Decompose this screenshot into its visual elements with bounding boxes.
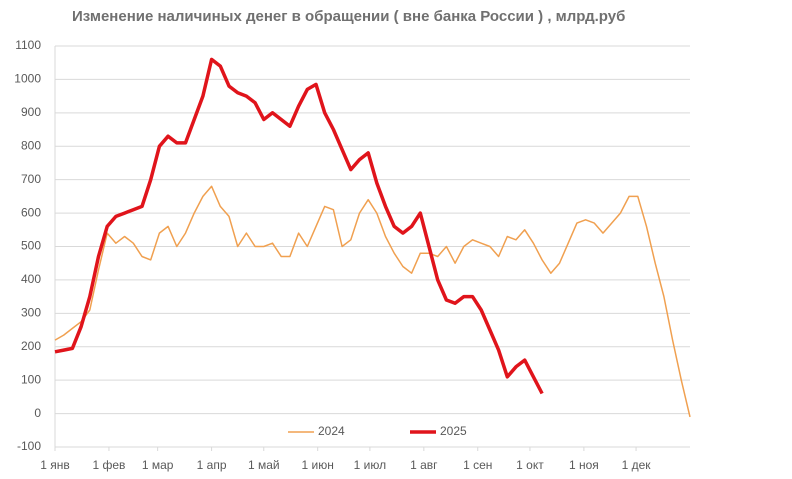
- chart-title: Изменение наличиных денег в обращении ( …: [72, 8, 625, 25]
- y-tick-label: 700: [21, 172, 41, 186]
- legend-label: 2024: [318, 424, 345, 438]
- y-tick-label: 600: [21, 205, 41, 219]
- x-tick-label: 1 сен: [463, 458, 492, 472]
- y-tick-label: -100: [17, 439, 41, 453]
- x-tick-label: 1 мар: [142, 458, 174, 472]
- legend-label: 2025: [440, 424, 467, 438]
- x-tick-label: 1 июл: [354, 458, 386, 472]
- y-tick-label: 800: [21, 138, 41, 152]
- x-tick-label: 1 янв: [40, 458, 70, 472]
- y-tick-label: 200: [21, 339, 41, 353]
- y-tick-label: 1000: [14, 72, 41, 86]
- x-tick-label: 1 окт: [516, 458, 544, 472]
- y-tick-label: 0: [34, 406, 41, 420]
- y-tick-label: 300: [21, 306, 41, 320]
- y-tick-label: 1100: [15, 38, 41, 52]
- x-tick-label: 1 фев: [92, 458, 125, 472]
- y-tick-label: 400: [21, 272, 41, 286]
- x-tick-label: 1 апр: [197, 458, 227, 472]
- x-tick-label: 1 авг: [410, 458, 438, 472]
- y-tick-label: 500: [21, 239, 41, 253]
- x-tick-label: 1 дек: [622, 458, 652, 472]
- y-tick-label: 900: [21, 105, 41, 119]
- series-line: [54, 185, 691, 418]
- x-tick-label: 1 май: [248, 458, 280, 472]
- x-tick-label: 1 ноя: [569, 458, 599, 472]
- x-tick-label: 1 июн: [302, 458, 334, 472]
- series-line: [54, 57, 544, 395]
- y-tick-label: 100: [21, 372, 41, 386]
